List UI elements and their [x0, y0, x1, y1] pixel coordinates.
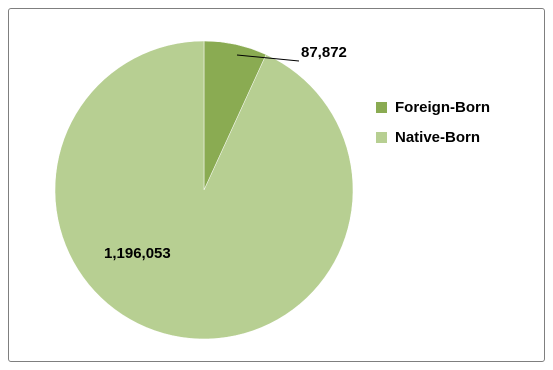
leader-line-foreign-born — [236, 54, 300, 62]
data-label-native-born: 1,196,053 — [104, 245, 171, 262]
legend-item-native-born: Native-Born — [376, 122, 490, 152]
pie-slice-native-born — [54, 40, 354, 340]
legend: Foreign-Born Native-Born — [376, 92, 490, 152]
legend-item-foreign-born: Foreign-Born — [376, 92, 490, 122]
legend-swatch-foreign-born — [376, 101, 387, 113]
legend-label-native-born: Native-Born — [395, 128, 481, 146]
legend-swatch-native-born — [376, 131, 387, 143]
legend-label-foreign-born: Foreign-Born — [395, 98, 490, 116]
data-label-foreign-born: 87,872 — [301, 44, 347, 61]
